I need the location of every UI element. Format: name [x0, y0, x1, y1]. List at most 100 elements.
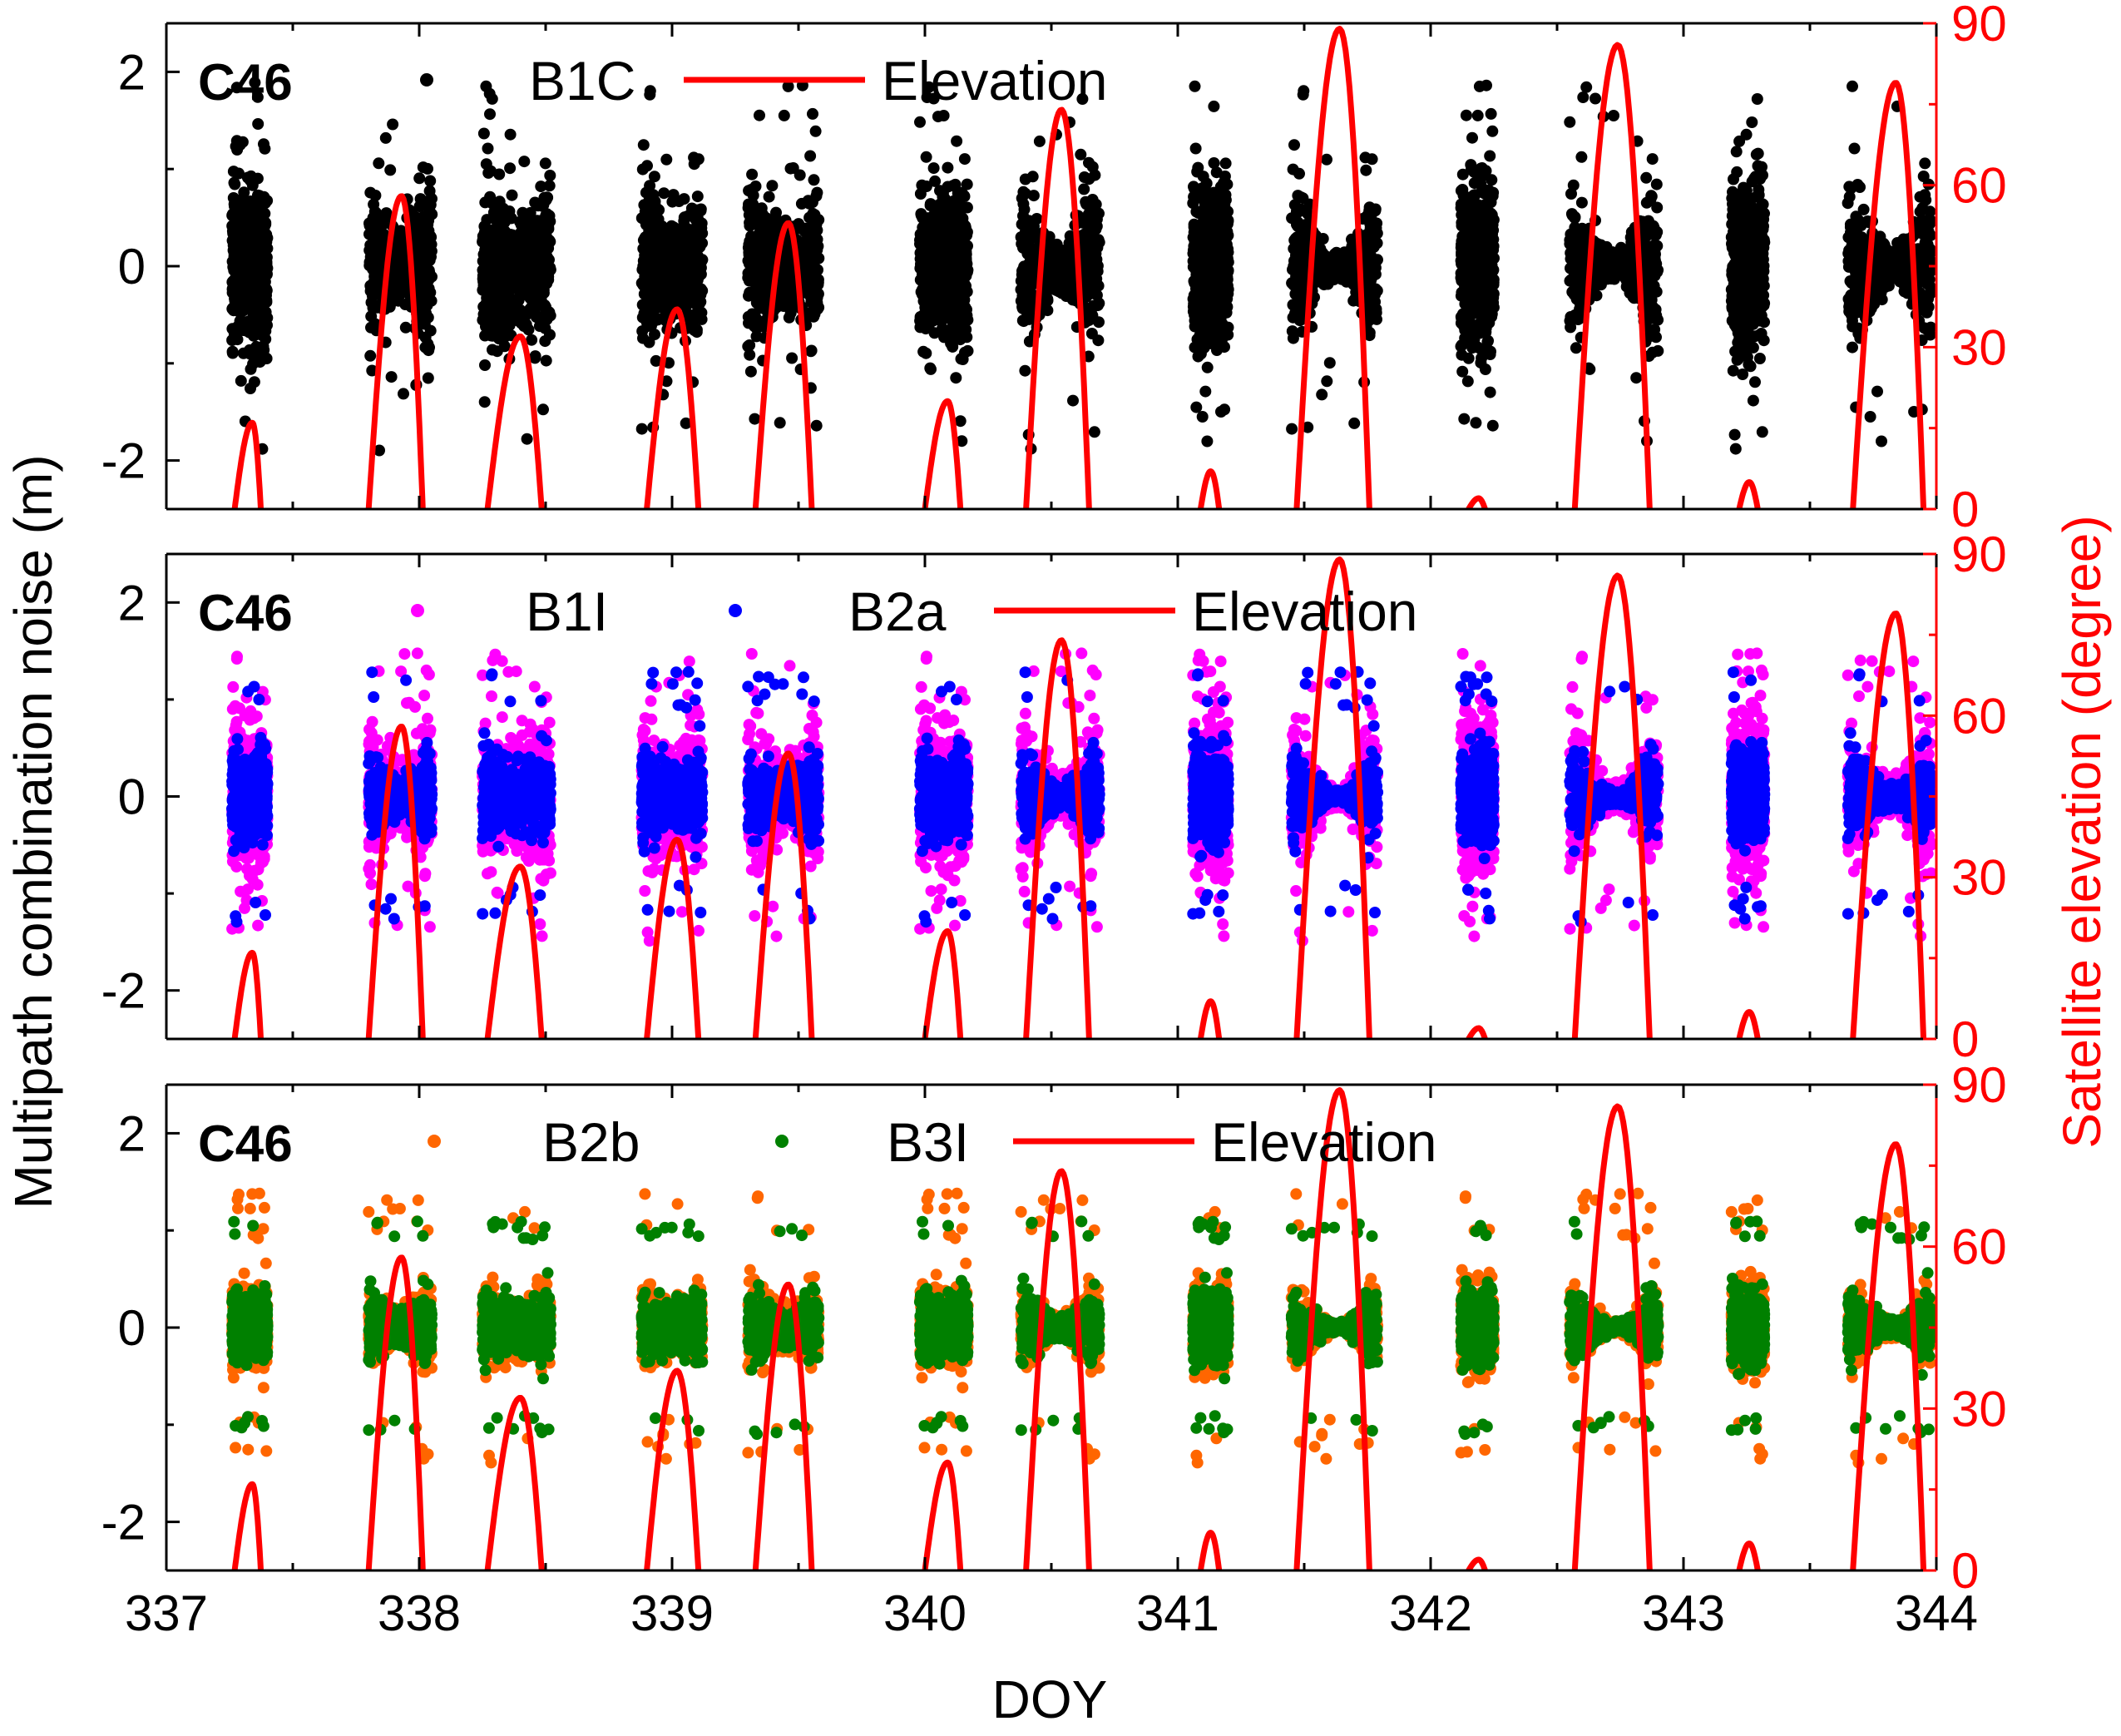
- data-point: [745, 257, 758, 270]
- data-point: [763, 190, 775, 203]
- data-point: [957, 304, 969, 316]
- data-point: [695, 295, 707, 308]
- data-point: [1348, 417, 1361, 429]
- data-point: [373, 263, 386, 275]
- data-point: [425, 238, 438, 250]
- data-point: [695, 285, 707, 298]
- data-point: [530, 311, 542, 324]
- data-point: [774, 417, 786, 429]
- data-point: [650, 260, 663, 272]
- data-point: [670, 247, 682, 259]
- data-point: [240, 289, 252, 301]
- data-point: [689, 270, 701, 283]
- data-point: [927, 162, 940, 175]
- data-point: [640, 240, 652, 252]
- data-point: [683, 210, 695, 222]
- data-point: [506, 189, 518, 201]
- data-point: [961, 285, 973, 298]
- data-point: [920, 151, 932, 163]
- data-point: [934, 207, 947, 219]
- data-point: [1208, 100, 1220, 112]
- data-point: [540, 354, 552, 367]
- data-point: [637, 332, 649, 344]
- data-point: [809, 125, 822, 137]
- data-point: [478, 226, 491, 239]
- data-point: [945, 337, 957, 349]
- data-point: [520, 264, 532, 276]
- data-point: [942, 161, 954, 174]
- data-point: [928, 327, 941, 339]
- data-point: [764, 233, 776, 245]
- data-point: [260, 284, 273, 297]
- data-point: [422, 162, 433, 175]
- data-point: [423, 344, 435, 357]
- data-point: [226, 334, 239, 346]
- data-point: [523, 242, 536, 255]
- data-point: [260, 218, 272, 230]
- data-point: [535, 181, 547, 193]
- data-point: [783, 268, 795, 280]
- data-point: [543, 180, 556, 192]
- data-point: [640, 214, 652, 226]
- data-point: [539, 157, 551, 170]
- data-point: [1025, 250, 1037, 263]
- data-point: [784, 162, 797, 175]
- data-point: [684, 224, 696, 236]
- data-point: [932, 111, 944, 123]
- data-point: [252, 305, 265, 318]
- data-point: [1363, 201, 1376, 214]
- data-point: [544, 329, 556, 341]
- data-point: [1486, 125, 1499, 137]
- data-point: [1188, 181, 1199, 193]
- data-point: [232, 321, 245, 334]
- data-point: [229, 211, 241, 224]
- data-point: [1370, 303, 1382, 315]
- data-point: [938, 192, 951, 205]
- data-point: [1360, 164, 1372, 176]
- data-point: [261, 195, 274, 207]
- data-point: [501, 276, 513, 289]
- data-point: [688, 151, 700, 164]
- data-point: [916, 179, 928, 191]
- data-point: [482, 142, 494, 155]
- data-point: [742, 201, 754, 214]
- data-point: [678, 193, 690, 205]
- data-point: [650, 204, 663, 216]
- data-point: [941, 283, 953, 295]
- data-point: [526, 334, 538, 346]
- data-point: [544, 170, 556, 181]
- data-point: [492, 268, 505, 280]
- data-point: [1199, 280, 1212, 293]
- data-point: [541, 238, 554, 250]
- data-point: [493, 240, 506, 252]
- data-point: [252, 118, 265, 130]
- data-point: [660, 297, 673, 309]
- data-point: [752, 216, 764, 229]
- data-point: [418, 318, 431, 330]
- data-point: [424, 175, 437, 187]
- data-point: [1092, 334, 1105, 347]
- data-point: [373, 217, 386, 230]
- data-point: [230, 289, 242, 301]
- data-point: [233, 167, 245, 180]
- data-point: [1201, 211, 1214, 223]
- data-point: [1211, 344, 1223, 356]
- data-point: [1370, 285, 1382, 298]
- data-point: [660, 153, 673, 166]
- data-point: [1191, 166, 1204, 178]
- data-point: [692, 235, 705, 248]
- data-point: [1090, 253, 1103, 265]
- data-point: [507, 264, 520, 275]
- data-point: [745, 184, 758, 195]
- data-point: [364, 186, 377, 199]
- data-point: [227, 227, 240, 240]
- data-point: [924, 279, 937, 290]
- data-point: [641, 160, 653, 172]
- data-point: [261, 319, 273, 331]
- data-point: [521, 433, 533, 445]
- data-point: [504, 162, 517, 175]
- data-point: [375, 247, 388, 260]
- data-point: [1063, 237, 1075, 250]
- data-point: [1087, 299, 1100, 312]
